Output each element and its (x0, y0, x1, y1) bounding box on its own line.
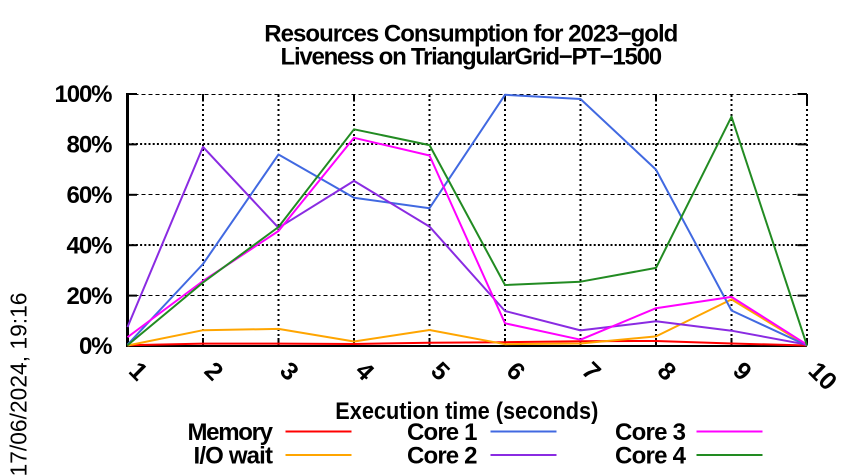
svg-text:Memory: Memory (188, 419, 274, 446)
svg-text:Liveness on TriangularGrid−PT−: Liveness on TriangularGrid−PT−1500 (281, 44, 663, 71)
svg-text:Core 3: Core 3 (615, 419, 686, 446)
svg-text:Core 1: Core 1 (407, 419, 478, 446)
svg-text:Resources Consumption for 2023: Resources Consumption for 2023−gold (264, 21, 678, 48)
svg-text:40%: 40% (67, 232, 113, 259)
svg-text:100%: 100% (55, 81, 113, 108)
svg-text:Core 2: Core 2 (407, 443, 478, 470)
svg-text:Core 4: Core 4 (615, 443, 687, 470)
svg-text:17/06/2024, 19:16: 17/06/2024, 19:16 (6, 293, 32, 475)
svg-text:Execution time (seconds): Execution time (seconds) (335, 398, 598, 425)
svg-text:60%: 60% (67, 182, 113, 209)
svg-text:20%: 20% (67, 283, 113, 310)
svg-text:I/O wait: I/O wait (194, 443, 274, 470)
svg-text:0%: 0% (79, 333, 113, 360)
svg-text:80%: 80% (67, 132, 113, 159)
